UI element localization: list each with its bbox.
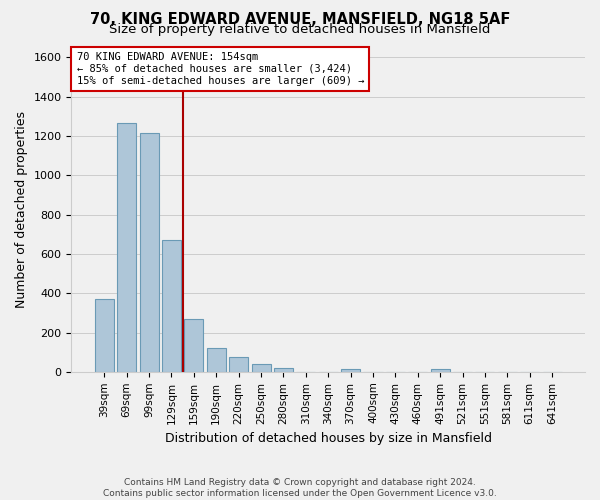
Y-axis label: Number of detached properties: Number of detached properties (15, 111, 28, 308)
X-axis label: Distribution of detached houses by size in Mansfield: Distribution of detached houses by size … (165, 432, 492, 445)
Bar (140, 133, 158, 372)
Bar (207, 348, 226, 372)
Text: Contains HM Land Registry data © Crown copyright and database right 2024.
Contai: Contains HM Land Registry data © Crown c… (103, 478, 497, 498)
Text: Size of property relative to detached houses in Mansfield: Size of property relative to detached ho… (109, 22, 491, 36)
Text: 70, KING EDWARD AVENUE, MANSFIELD, NG18 5AF: 70, KING EDWARD AVENUE, MANSFIELD, NG18 … (90, 12, 510, 28)
Bar (229, 357, 248, 372)
Bar (117, 123, 136, 372)
Bar (431, 369, 449, 372)
Text: 70 KING EDWARD AVENUE: 154sqm
← 85% of detached houses are smaller (3,424)
15% o: 70 KING EDWARD AVENUE: 154sqm ← 85% of d… (77, 52, 364, 86)
Bar (341, 369, 360, 372)
Bar (251, 364, 271, 372)
Bar (162, 240, 181, 372)
Bar (274, 368, 293, 372)
Bar (184, 318, 203, 372)
Bar (95, 299, 114, 372)
